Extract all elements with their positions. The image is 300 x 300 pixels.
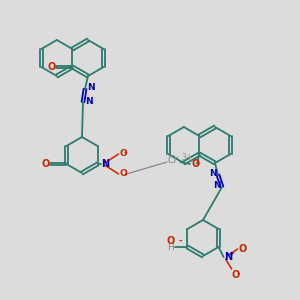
Text: -: - bbox=[178, 237, 182, 246]
Text: +: + bbox=[229, 251, 235, 257]
Text: 3+: 3+ bbox=[181, 152, 192, 161]
Text: O: O bbox=[41, 159, 50, 169]
Text: -: - bbox=[124, 148, 127, 158]
Text: O: O bbox=[166, 236, 174, 246]
Text: N: N bbox=[102, 159, 110, 169]
Text: H: H bbox=[167, 242, 173, 251]
Text: N: N bbox=[87, 83, 94, 92]
Text: -: - bbox=[124, 170, 127, 179]
Text: -: - bbox=[237, 270, 240, 279]
Text: N: N bbox=[225, 252, 233, 262]
Text: N: N bbox=[213, 182, 221, 190]
Text: O: O bbox=[232, 270, 240, 280]
Text: O: O bbox=[191, 159, 199, 169]
Text: Cr: Cr bbox=[168, 155, 179, 165]
Text: N: N bbox=[209, 169, 217, 178]
Text: O: O bbox=[120, 149, 127, 158]
Text: O: O bbox=[120, 169, 127, 178]
Text: N: N bbox=[85, 97, 93, 106]
Text: O: O bbox=[238, 244, 247, 254]
Text: O: O bbox=[47, 62, 56, 72]
